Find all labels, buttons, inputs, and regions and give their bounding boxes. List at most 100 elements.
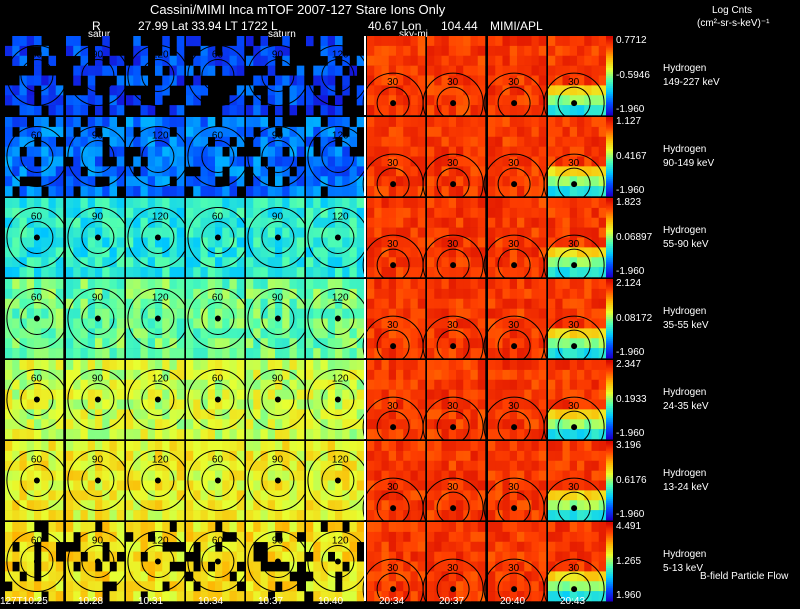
footer-label: B-field Particle Flow <box>700 571 789 582</box>
colorbar <box>606 279 613 359</box>
ephemeris-readout: 27.99 Lat 33.94 LT 1722 L <box>138 19 278 33</box>
contour-label: 90 <box>272 50 284 61</box>
energy-label: 55-90 keV <box>663 239 709 250</box>
colorbar-min: -1.960 <box>616 347 645 358</box>
contour-label: 120 <box>152 50 169 61</box>
energy-label: 35-55 keV <box>663 320 709 331</box>
image-panel <box>543 117 607 215</box>
image-panel <box>483 360 547 458</box>
contour-label: 90 <box>272 131 284 142</box>
contour-label: 30 <box>508 239 520 250</box>
image-panel <box>362 522 426 609</box>
contour-label: 30 <box>387 239 399 250</box>
colorbar-mid: 0.6176 <box>616 474 647 486</box>
saturn-marker <box>511 262 518 269</box>
contour-line <box>497 572 531 606</box>
contour-label: 90 <box>272 536 284 547</box>
saturn-marker <box>571 181 578 188</box>
contour-label: 120 <box>332 50 349 61</box>
saturn-marker <box>511 424 518 431</box>
units-title: Log Cnts <box>712 5 753 16</box>
image-panel <box>422 36 486 134</box>
contour-label: 120 <box>332 455 349 466</box>
image-panel <box>306 117 369 197</box>
contour-label: 120 <box>332 212 349 223</box>
image-panel <box>246 441 309 521</box>
saturn-marker <box>274 315 281 322</box>
colorbar-max: 2.124 <box>616 278 642 289</box>
contour-label: 120 <box>332 536 349 547</box>
colorbar-min: -1.960 <box>616 104 645 115</box>
saturn-marker <box>33 396 40 403</box>
image-panel <box>246 279 309 359</box>
contour-line <box>261 59 295 92</box>
image-panel <box>483 279 547 377</box>
time-label: 20:43 <box>560 596 586 607</box>
contour-line <box>20 59 54 92</box>
image-panel <box>5 522 68 602</box>
colorbar <box>606 522 613 602</box>
image-panel <box>483 522 547 609</box>
image-panel <box>422 198 486 296</box>
image-panel <box>5 36 68 116</box>
contour-label: 30 <box>447 77 459 88</box>
contour-line <box>20 464 54 497</box>
saturn-marker <box>511 586 518 593</box>
colorbar-max: 1.823 <box>616 197 642 208</box>
contour-line <box>141 221 175 254</box>
contour-line <box>201 464 235 497</box>
saturn-marker <box>274 477 281 484</box>
contour-line <box>557 572 591 606</box>
contour-label: 60 <box>212 131 224 142</box>
image-panel <box>543 198 607 296</box>
contour-label: 30 <box>447 320 459 331</box>
image-panel <box>362 360 426 458</box>
image-panel <box>186 441 249 521</box>
colorbar <box>606 36 613 116</box>
saturn-marker <box>390 505 397 512</box>
contour-label: 60 <box>212 536 224 547</box>
contour-label: 60 <box>31 293 43 304</box>
saturn-marker <box>390 100 397 107</box>
contour-label: 90 <box>92 131 104 142</box>
contour-label: 60 <box>31 131 43 142</box>
image-panel <box>422 360 486 458</box>
contour-label: 30 <box>508 77 520 88</box>
saturn-marker <box>390 424 397 431</box>
colorbar-mid: 0.1933 <box>616 393 647 405</box>
saturn-marker <box>390 343 397 350</box>
colorbar-mid: 0.06897 <box>616 231 653 243</box>
image-panel <box>186 117 249 197</box>
image-panel <box>66 279 129 359</box>
contour-line <box>261 464 295 497</box>
colorbar-max: 3.196 <box>616 440 642 451</box>
contour-label: 90 <box>92 50 104 61</box>
time-label: 10:37 <box>258 596 284 607</box>
saturn-marker <box>33 558 40 565</box>
energy-label: 5-13 keV <box>663 563 704 574</box>
image-panel <box>186 198 249 278</box>
image-panel <box>66 441 129 521</box>
saturn-marker <box>511 181 518 188</box>
contour-line <box>321 302 355 335</box>
contour-line <box>20 545 54 578</box>
species-label: Hydrogen <box>663 225 707 236</box>
contour-line <box>201 59 235 92</box>
energy-label: 24-35 keV <box>663 401 709 412</box>
saturn-marker <box>450 181 457 188</box>
saturn-marker <box>154 558 161 565</box>
saturn-marker <box>511 100 518 107</box>
saturn-marker <box>274 396 281 403</box>
contour-line <box>436 572 470 606</box>
image-panel <box>66 360 129 440</box>
species-label: Hydrogen <box>663 306 707 317</box>
saturn-marker <box>334 558 341 565</box>
saturn-marker <box>274 234 281 241</box>
saturn-marker <box>450 505 457 512</box>
image-panel <box>306 279 369 359</box>
colorbar-max: 2.347 <box>616 359 642 370</box>
image-panel <box>66 522 129 602</box>
contour-label: 90 <box>92 455 104 466</box>
group-divider <box>364 279 366 358</box>
